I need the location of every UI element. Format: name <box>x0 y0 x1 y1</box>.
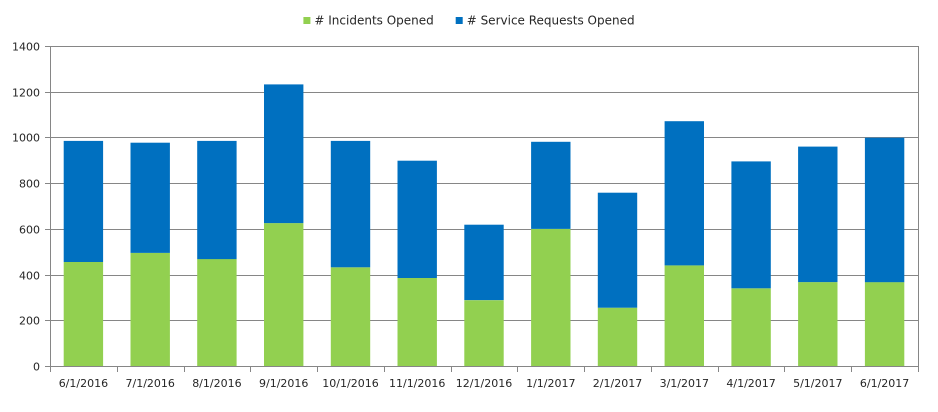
x-tick-label: 11/1/2016 <box>389 377 445 390</box>
y-tick-label: 400 <box>19 270 40 283</box>
bar-incidents-10/1/2016 <box>330 267 371 366</box>
legend-item-service-requests: # Service Requests Opened <box>455 14 635 28</box>
bar-incidents-8/1/2016 <box>197 259 237 366</box>
bar-incidents-6/1/2016 <box>63 262 104 366</box>
legend-swatch <box>303 17 311 24</box>
y-tick-label: 1000 <box>12 132 40 145</box>
y-tick-label: 600 <box>19 224 40 237</box>
x-tick-label: 1/1/2017 <box>526 377 575 390</box>
bar-service-requests-10/1/2016 <box>330 140 371 268</box>
y-tick-label: 1400 <box>12 41 40 54</box>
bar-service-requests-6/1/2016 <box>63 140 104 262</box>
bar-service-requests-8/1/2016 <box>197 140 237 260</box>
x-tick-label: 9/1/2016 <box>259 377 308 390</box>
bar-incidents-1/1/2017 <box>531 228 571 366</box>
legend-label: # Service Requests Opened <box>467 14 635 28</box>
bar-incidents-11/1/2016 <box>397 278 437 366</box>
legend-swatch <box>455 17 463 24</box>
bar-incidents-2/1/2017 <box>597 307 638 366</box>
x-tick-label: 7/1/2016 <box>125 377 174 390</box>
legend-item-incidents: # Incidents Opened <box>303 14 434 28</box>
y-tick-label: 0 <box>33 361 40 374</box>
bar-service-requests-4/1/2017 <box>731 161 771 289</box>
bar-incidents-9/1/2016 <box>264 223 304 366</box>
bar-service-requests-3/1/2017 <box>664 121 704 266</box>
x-tick-label: 2/1/2017 <box>593 377 642 390</box>
axes: 0 200 400 600 800 1000 1200 1400 6/1/2016 7/1/201… <box>12 41 919 390</box>
bar-service-requests-6/1/2017 <box>864 137 905 283</box>
bar-service-requests-5/1/2017 <box>798 146 838 283</box>
bar-incidents-4/1/2017 <box>731 288 771 366</box>
y-tick-label: 200 <box>19 315 40 328</box>
x-tick-label: 5/1/2017 <box>793 377 842 390</box>
bar-service-requests-2/1/2017 <box>597 192 638 308</box>
bar-service-requests-12/1/2016 <box>464 224 504 301</box>
legend-label: # Incidents Opened <box>314 14 433 28</box>
x-tick-label: 3/1/2017 <box>660 377 709 390</box>
x-tick-label: 12/1/2016 <box>456 377 512 390</box>
bar-incidents-12/1/2016 <box>464 300 504 366</box>
bar-incidents-5/1/2017 <box>798 282 838 366</box>
y-tick-label: 1200 <box>12 87 40 100</box>
x-tick-label: 8/1/2016 <box>192 377 241 390</box>
legend: # Incidents Opened # Service Requests Ope… <box>303 14 635 28</box>
y-tick-label: 800 <box>19 178 40 191</box>
bar-incidents-7/1/2016 <box>130 252 170 366</box>
bar-incidents-3/1/2017 <box>664 265 704 366</box>
x-tick-label: 4/1/2017 <box>726 377 775 390</box>
bar-service-requests-9/1/2016 <box>264 84 304 224</box>
bar-incidents-6/1/2017 <box>864 282 905 366</box>
bar-service-requests-7/1/2016 <box>130 142 170 253</box>
x-tick-label: 6/1/2016 <box>59 377 108 390</box>
bars <box>63 84 905 366</box>
x-tick-label: 6/1/2017 <box>860 377 909 390</box>
x-tick-label: 10/1/2016 <box>322 377 378 390</box>
bar-service-requests-11/1/2016 <box>397 160 437 278</box>
bar-service-requests-1/1/2017 <box>531 141 571 229</box>
